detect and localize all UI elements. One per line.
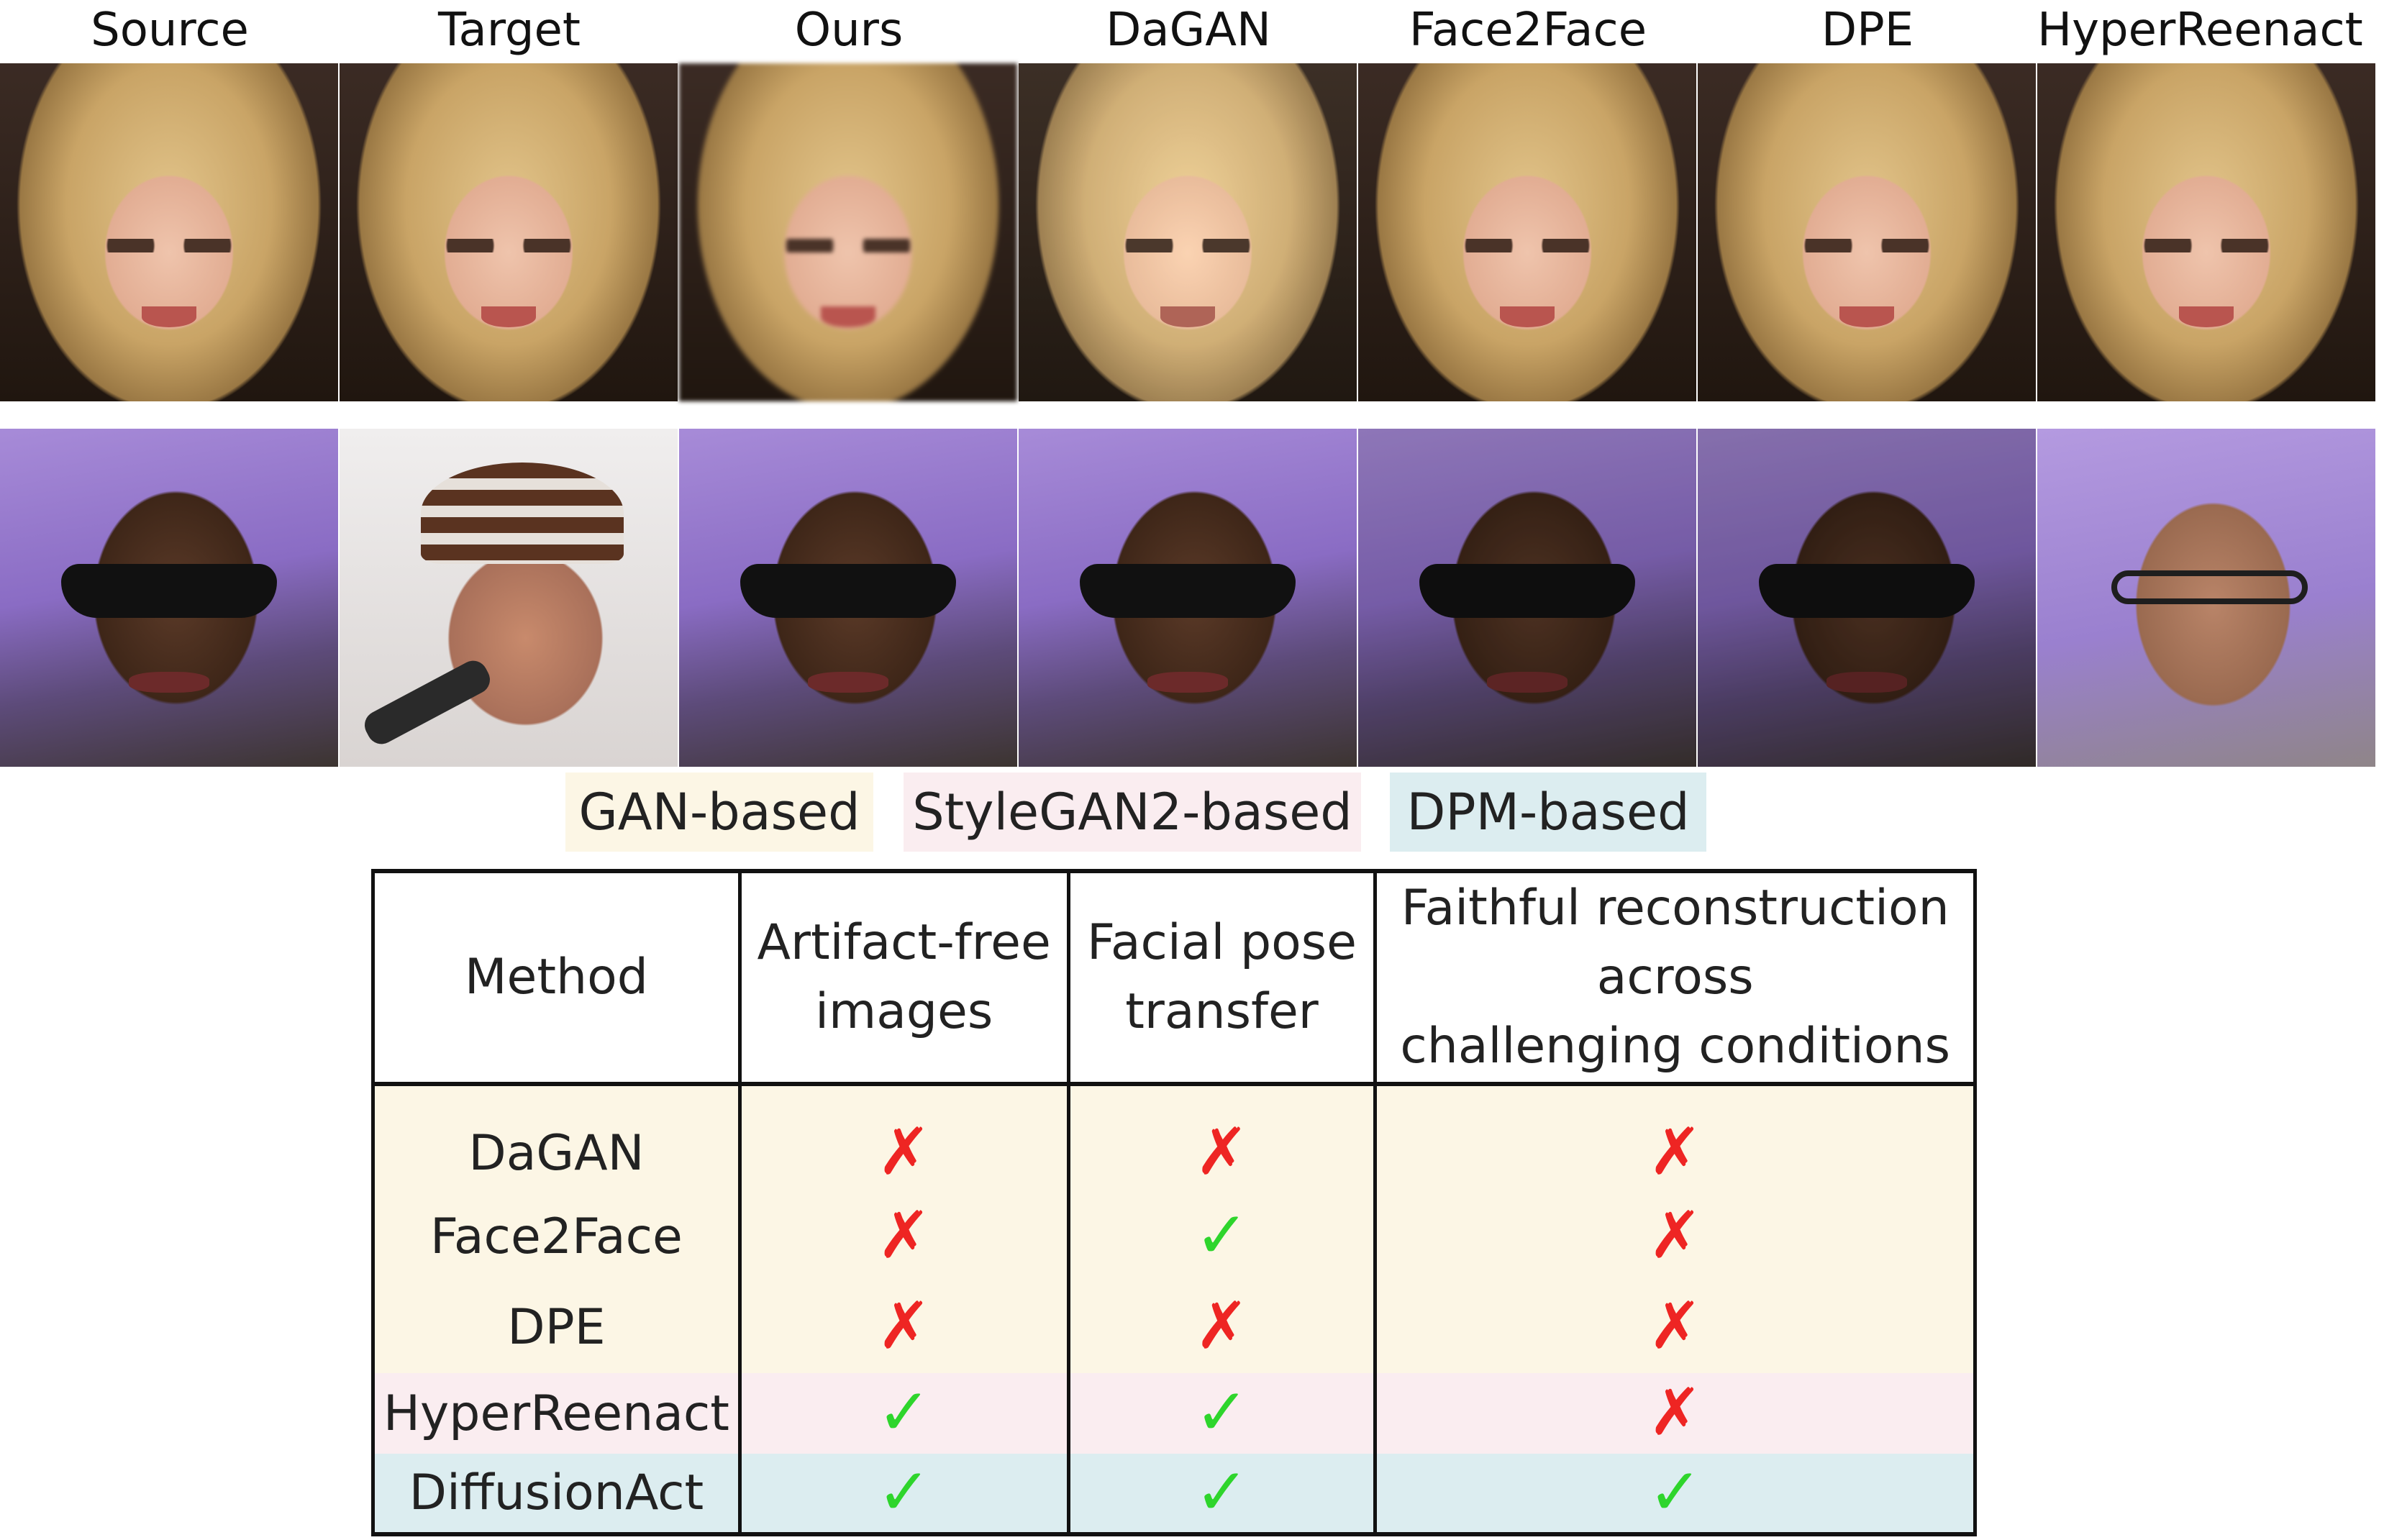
- method-name: Face2Face: [371, 1192, 742, 1281]
- target-image-2: [340, 429, 678, 767]
- header-pose-line-1: Facial pose: [1086, 914, 1357, 971]
- header-pose-transfer: Facial pose transfer: [1066, 869, 1378, 1086]
- method-name: DiffusionAct: [371, 1454, 742, 1536]
- column-header-hyperreenact: HyperReenact: [2037, 4, 2363, 57]
- table-row-dpe: DPE ✗ ✗ ✗: [371, 1281, 1977, 1373]
- table-row-diffusionact: DiffusionAct ✓ ✓ ✓: [371, 1454, 1977, 1536]
- comparison-table: Method Artifact-free images Facial pose …: [371, 869, 1977, 1536]
- hyperreenact-image-2: [2037, 429, 2375, 767]
- cross-mark: ✗: [876, 1114, 932, 1190]
- cross-mark: ✗: [1194, 1114, 1250, 1190]
- dpe-image-2: [1698, 429, 2036, 767]
- method-name: DPE: [371, 1281, 742, 1373]
- source-image-1: [0, 63, 338, 401]
- header-method: Method: [371, 869, 742, 1086]
- dpe-image-1: [1698, 63, 2036, 401]
- cross-mark: ✗: [876, 1288, 932, 1364]
- header-faithful-line-3: challenging conditions: [1400, 1018, 1951, 1075]
- column-header-face2face: Face2Face: [1409, 4, 1647, 57]
- table-row-face2face: Face2Face ✗ ✓ ✗: [371, 1192, 1977, 1281]
- column-header-ours: Ours: [794, 4, 904, 57]
- header-faithful: Faithful reconstruction across challengi…: [1373, 869, 1977, 1086]
- header-artifact-line-1: Artifact-free: [757, 914, 1051, 971]
- column-header-dagan: DaGAN: [1106, 4, 1271, 57]
- cross-mark: ✗: [1648, 1198, 1703, 1273]
- check-mark: ✓: [1194, 1198, 1250, 1273]
- table-row-dagan: DaGAN ✗ ✗ ✗: [371, 1084, 1977, 1192]
- cross-mark: ✗: [1648, 1288, 1703, 1364]
- check-mark: ✓: [1194, 1454, 1250, 1530]
- ours-image-2: [679, 429, 1017, 767]
- table-header-row: Method Artifact-free images Facial pose …: [371, 869, 1977, 1086]
- cross-mark: ✗: [1194, 1288, 1250, 1364]
- column-header-target: Target: [438, 4, 581, 57]
- legend-dpm-based: DPM-based: [1390, 773, 1706, 852]
- header-pose-line-2: transfer: [1125, 983, 1319, 1040]
- header-artifact-line-2: images: [815, 983, 993, 1040]
- header-faithful-line-1: Faithful reconstruction: [1401, 880, 1949, 937]
- method-name: HyperReenact: [371, 1373, 742, 1454]
- method-name: DaGAN: [371, 1084, 742, 1192]
- ours-image-1: [679, 63, 1017, 401]
- face2face-image-1: [1358, 63, 1696, 401]
- header-artifact-free: Artifact-free images: [737, 869, 1070, 1086]
- target-image-1: [340, 63, 678, 401]
- hyperreenact-image-1: [2037, 63, 2375, 401]
- table-row-hyperreenact: HyperReenact ✓ ✓ ✗: [371, 1373, 1977, 1454]
- legend-stylegan2-based: StyleGAN2-based: [904, 773, 1361, 852]
- column-header-source: Source: [91, 4, 249, 57]
- dagan-image-2: [1019, 429, 1357, 767]
- header-faithful-line-2: across: [1596, 949, 1754, 1006]
- check-mark: ✓: [876, 1375, 932, 1450]
- face2face-image-2: [1358, 429, 1696, 767]
- source-image-2: [0, 429, 338, 767]
- header-method-label: Method: [464, 949, 648, 1006]
- check-mark: ✓: [876, 1454, 932, 1530]
- column-header-dpe: DPE: [1821, 4, 1914, 57]
- cross-mark: ✗: [876, 1198, 932, 1273]
- check-mark: ✓: [1194, 1375, 1250, 1450]
- legend-gan-based: GAN-based: [565, 773, 873, 852]
- cross-mark: ✗: [1648, 1114, 1703, 1190]
- dagan-image-1: [1019, 63, 1357, 401]
- check-mark: ✓: [1648, 1454, 1703, 1530]
- cross-mark: ✗: [1648, 1375, 1703, 1450]
